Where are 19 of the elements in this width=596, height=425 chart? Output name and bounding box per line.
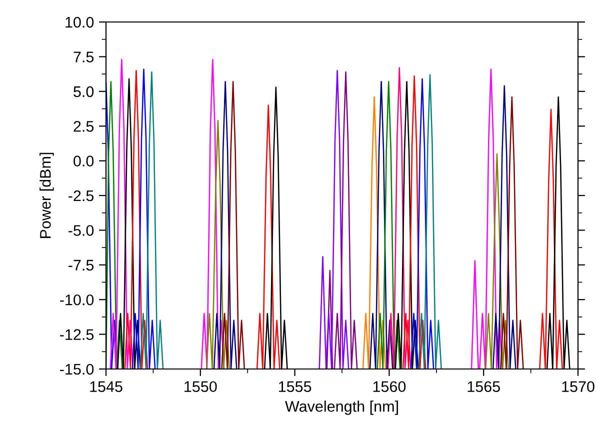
y-tick-label: 2.5 bbox=[74, 120, 94, 132]
y-tick-label: -7.5 bbox=[68, 260, 94, 271]
y-tick-label: -12.5 bbox=[60, 329, 94, 340]
x-tick-label: 1545 bbox=[90, 381, 122, 392]
y-axis-title: Power [dBm] bbox=[40, 152, 54, 238]
y-tick-label: 10.0 bbox=[66, 16, 94, 28]
x-tick-label: 1570 bbox=[562, 381, 594, 392]
y-tick-label: -5.0 bbox=[68, 225, 94, 236]
x-tick-label: 1560 bbox=[373, 381, 406, 392]
y-tick-label: -15.0 bbox=[60, 364, 94, 375]
y-tick-label: 5.0 bbox=[74, 86, 94, 98]
y-tick-label: 7.5 bbox=[74, 52, 94, 62]
y-tick-label: -10.0 bbox=[60, 294, 94, 306]
x-tick-label: 1550 bbox=[184, 381, 217, 392]
x-tick-label: 1565 bbox=[468, 381, 500, 392]
y-tick-label: 0.0 bbox=[74, 156, 94, 166]
x-tick-label: 1555 bbox=[278, 381, 312, 392]
y-tick-label: -2.5 bbox=[68, 190, 94, 202]
x-axis-title: Wavelength [nm] bbox=[285, 400, 398, 415]
